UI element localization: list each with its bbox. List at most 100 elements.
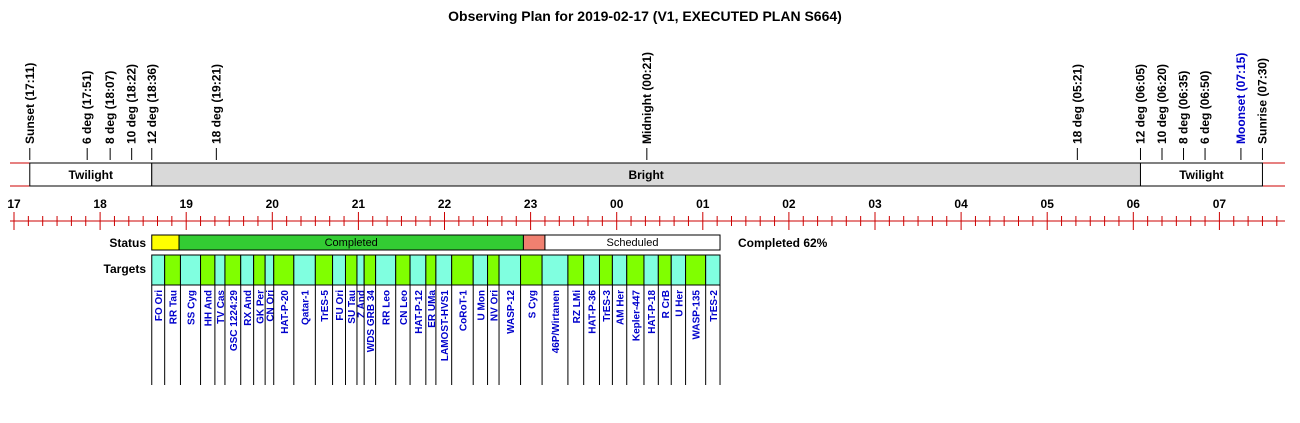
target-block — [179, 254, 202, 286]
event-label: Moonset (07:15) — [1234, 53, 1248, 144]
sky-bands: Twilight Bright Twilight — [10, 162, 1285, 187]
target-name: RR Tau — [169, 290, 180, 324]
target-name: CN Ori — [265, 290, 276, 322]
target-name: FU Ori — [335, 290, 346, 321]
target-name: R CrB — [661, 290, 672, 318]
target-block — [344, 254, 358, 286]
target-block — [670, 254, 687, 286]
band-label: Twilight — [1179, 168, 1223, 182]
status-bar: Completed Scheduled — [151, 234, 721, 251]
targets-row-label: Targets — [104, 262, 147, 276]
axis-hour-label: 05 — [1041, 197, 1055, 211]
axis-hour-label: 20 — [266, 197, 280, 211]
target-block — [200, 254, 216, 286]
target-name: S Cyg — [527, 290, 538, 318]
target-block — [435, 254, 453, 286]
target-name: TV Cas — [216, 290, 227, 324]
axis-hour-label: 03 — [868, 197, 882, 211]
target-block — [583, 254, 600, 286]
target-name: HAT-P-18 — [647, 290, 658, 334]
target-block — [567, 254, 585, 286]
target-name: LAMOST-HVS1 — [440, 290, 451, 362]
target-block — [164, 254, 181, 286]
target-name: WASP-135 — [692, 290, 703, 340]
axis-hour-label: 23 — [524, 197, 538, 211]
band-label: Bright — [628, 168, 663, 182]
event-markers: Sunset (17:11) 6 deg (17:51) 8 deg (18:07)… — [23, 52, 1269, 160]
event-label: 10 deg (18:22) — [125, 64, 139, 144]
target-name: CN Leo — [399, 290, 410, 325]
target-name: RZ LMi — [572, 290, 583, 324]
status-segment-label: Scheduled — [606, 237, 658, 249]
status-segment — [151, 234, 180, 251]
target-blocks: FO Ori RR Tau SS Cyg HH And TV Cas GSC 1224:2… — [151, 254, 721, 385]
target-block — [151, 254, 166, 286]
axis-hour-label: 06 — [1127, 197, 1141, 211]
target-block — [332, 254, 346, 286]
target-name: WASP-12 — [506, 290, 517, 334]
target-block — [240, 254, 255, 286]
target-block — [657, 254, 672, 286]
target-block — [264, 254, 275, 286]
target-block — [611, 254, 628, 286]
status-segment — [522, 234, 546, 251]
axis-hour-label: 19 — [180, 197, 194, 211]
band-twilight-rect — [1139, 162, 1263, 187]
event-label: 18 deg (05:21) — [1070, 64, 1084, 144]
target-name: U Her — [674, 290, 685, 317]
target-block — [626, 254, 645, 286]
target-block — [643, 254, 659, 286]
target-block — [375, 254, 397, 286]
target-name: U Mon — [476, 290, 487, 321]
target-block — [520, 254, 543, 286]
axis-hour-label: 17 — [7, 197, 21, 211]
target-block — [598, 254, 613, 286]
target-block — [314, 254, 334, 286]
status-segment-label: Completed — [325, 237, 378, 249]
target-name: HAT-P-36 — [588, 290, 599, 334]
event-label: 12 deg (18:36) — [145, 64, 159, 144]
target-block — [273, 254, 295, 286]
target-name: CoRoT-1 — [458, 290, 469, 332]
target-name: Kepler-447 — [631, 290, 642, 342]
target-block — [705, 254, 721, 286]
target-block — [395, 254, 411, 286]
target-block — [363, 254, 377, 286]
time-axis: 17 18 19 20 21 22 23 00 01 02 03 04 05 06 07 — [7, 197, 1285, 230]
target-name: WDS GRB 34 — [366, 290, 377, 353]
event-label: 18 deg (19:21) — [209, 64, 223, 144]
event-label: 6 deg (06:50) — [1198, 71, 1212, 144]
target-name: RX And — [243, 290, 254, 326]
target-block — [214, 254, 226, 286]
target-block — [293, 254, 316, 286]
axis-hour-label: 04 — [954, 197, 968, 211]
target-block — [409, 254, 427, 286]
event-label: 8 deg (18:07) — [103, 71, 117, 144]
band-label: Twilight — [69, 168, 113, 182]
target-name: HAT-P-20 — [280, 290, 291, 334]
target-block — [487, 254, 500, 286]
event-label: Midnight (00:21) — [640, 52, 654, 144]
target-name: Qatar-1 — [301, 290, 312, 325]
target-name: HH And — [204, 290, 215, 326]
target-block — [224, 254, 242, 286]
target-block — [253, 254, 266, 286]
target-block — [498, 254, 522, 286]
target-name: SU Tau — [347, 290, 358, 324]
target-block — [451, 254, 474, 286]
axis-hour-label: 07 — [1213, 197, 1227, 211]
target-block — [541, 254, 569, 286]
target-name: 46P/Wirtanen — [551, 290, 562, 353]
event-label: Sunset (17:11) — [23, 63, 37, 144]
event-label: 10 deg (06:20) — [1155, 64, 1169, 144]
target-block — [472, 254, 489, 286]
status-row-label: Status — [109, 236, 146, 250]
target-name: HAT-P-12 — [414, 290, 425, 334]
event-label: 6 deg (17:51) — [80, 71, 94, 144]
axis-hour-label: 21 — [352, 197, 366, 211]
target-name: Z And — [357, 290, 368, 318]
target-name: TrES-5 — [320, 290, 331, 322]
target-block — [356, 254, 365, 286]
target-name: SS Cyg — [187, 290, 198, 325]
